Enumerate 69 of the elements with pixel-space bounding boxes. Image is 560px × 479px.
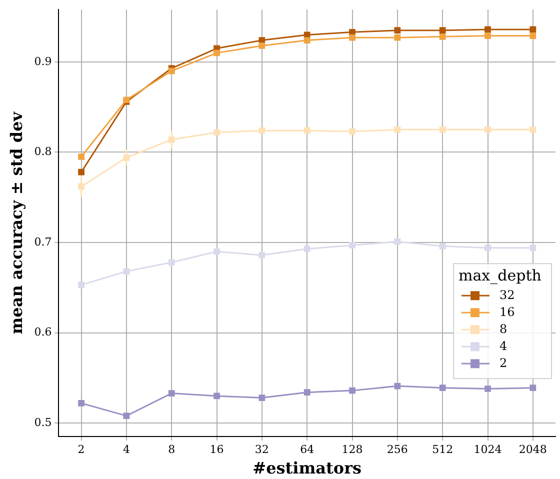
point	[214, 129, 220, 136]
x-axis-title: #estimators	[252, 458, 362, 478]
point	[530, 384, 536, 392]
point	[530, 26, 536, 33]
point	[394, 126, 401, 133]
point	[78, 154, 84, 160]
point	[258, 394, 266, 401]
point	[214, 248, 220, 255]
point	[168, 68, 175, 74]
point	[394, 238, 401, 245]
y-tick-label: 0.9	[34, 54, 52, 68]
point	[394, 382, 401, 390]
point	[439, 384, 446, 392]
point	[123, 412, 130, 420]
point	[439, 34, 446, 40]
y-axis-title: mean accuracy ± std dev	[6, 111, 26, 334]
point	[394, 34, 401, 41]
point	[349, 242, 356, 248]
legend-label: 16	[500, 304, 515, 319]
point	[530, 244, 536, 252]
point	[484, 244, 491, 252]
point	[439, 27, 446, 34]
point	[349, 128, 356, 135]
point	[304, 127, 310, 134]
x-tick-label: 64	[300, 443, 314, 456]
x-tick-label: 8	[168, 443, 176, 456]
x-tick-label: 2048	[518, 443, 547, 456]
legend-label: 8	[500, 322, 508, 336]
y-tick-label: 0.8	[34, 145, 52, 158]
point	[168, 390, 175, 396]
y-tick-label: 0.5	[34, 416, 52, 429]
point	[530, 32, 536, 39]
point	[304, 37, 310, 44]
point	[304, 246, 310, 252]
x-tick-label: 2	[78, 443, 85, 456]
point	[78, 282, 84, 288]
x-tick-label: 256	[386, 443, 408, 456]
legend-label: 2	[500, 356, 508, 370]
point	[78, 168, 84, 176]
point	[484, 32, 491, 39]
point	[484, 126, 491, 133]
legend-title: max_depth	[458, 266, 542, 285]
point	[439, 242, 446, 250]
point	[168, 259, 175, 266]
point	[214, 392, 220, 400]
x-tick-label: 1024	[474, 443, 502, 456]
point	[78, 400, 84, 406]
point	[214, 50, 220, 56]
legend-label: 4	[500, 338, 508, 353]
x-tick-label: 512	[432, 443, 454, 456]
point	[484, 26, 491, 33]
point	[123, 268, 130, 275]
point	[258, 42, 266, 49]
y-tick-label: 0.7	[34, 235, 52, 248]
point	[394, 27, 401, 34]
x-tick-label: 4	[122, 443, 130, 456]
point	[258, 127, 266, 134]
point	[258, 252, 266, 258]
point	[349, 387, 356, 394]
x-tick-label: 16	[210, 443, 224, 456]
point	[304, 389, 310, 396]
legend-label: 32	[500, 288, 515, 302]
point	[349, 34, 356, 41]
point	[439, 126, 446, 133]
x-tick-label: 128	[342, 443, 363, 456]
point	[530, 126, 536, 133]
y-tick-label: 0.6	[34, 326, 52, 339]
point	[484, 386, 491, 392]
x-tick-label: 32	[254, 443, 269, 456]
